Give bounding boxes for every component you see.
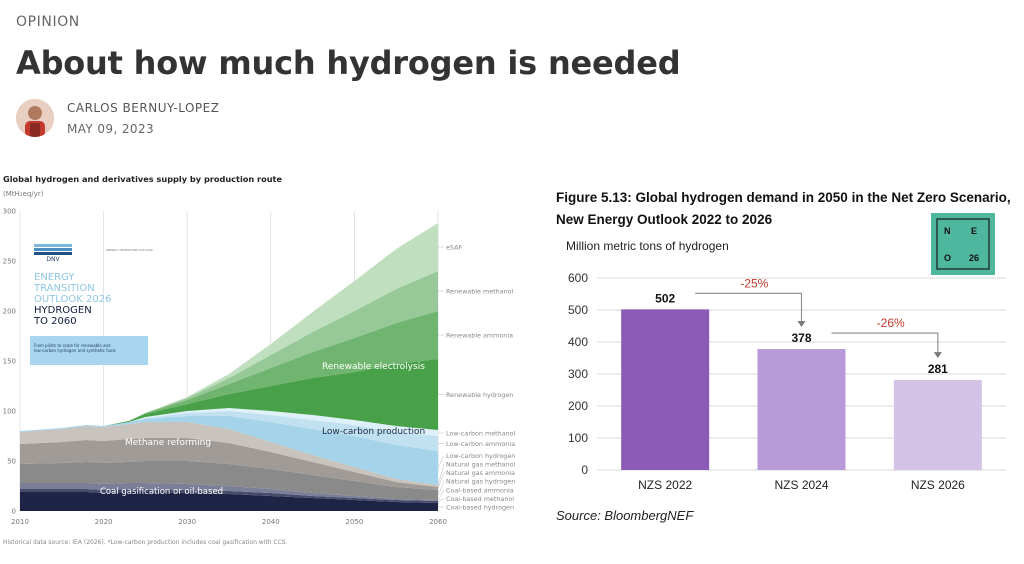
bnef-bar-nzs-2024 bbox=[757, 349, 846, 470]
dnv-area-natural-gas-methanol bbox=[20, 422, 438, 487]
author-name[interactable]: CARLOS BERNUY-LOPEZ bbox=[67, 101, 220, 115]
bnef-change-connector bbox=[695, 292, 803, 322]
dnv-y-tick-label: 150 bbox=[3, 358, 16, 366]
bnef-data-label: 502 bbox=[655, 291, 675, 305]
author-photo bbox=[16, 99, 54, 137]
bnef-change-connector bbox=[831, 332, 939, 353]
neo-badge-26: 26 bbox=[969, 253, 979, 263]
article-title: About how much hydrogen is needed bbox=[16, 44, 681, 82]
dnv-legend-leader bbox=[437, 472, 445, 489]
bnef-y-tick-label: 500 bbox=[568, 303, 588, 317]
bnef-y-axis-label: Million metric tons of hydrogen bbox=[566, 239, 729, 253]
dnv-cover-heading: ENERGY TRANSITION OUTLOOK 2026 HYDROGEN … bbox=[34, 272, 112, 327]
dnv-area-low-carbon-methanol bbox=[20, 408, 438, 436]
dnv-legend-label: Coal-based methanol bbox=[446, 495, 514, 503]
dnv-y-tick-label: 300 bbox=[3, 208, 16, 216]
bnef-x-tick-label: NZS 2026 bbox=[911, 478, 965, 492]
neo-badge-n: N bbox=[944, 226, 951, 236]
publish-date: MAY 09, 2023 bbox=[67, 122, 155, 136]
dnv-legend-label: Low-carbon methanol bbox=[446, 430, 516, 438]
dnv-area-natural-gas-hydrogen bbox=[20, 461, 438, 500]
avatar[interactable] bbox=[16, 99, 54, 137]
dnv-legend-label: eSAF bbox=[446, 244, 462, 252]
dnv-y-tick-label: 50 bbox=[7, 458, 16, 466]
dnv-legend-leader bbox=[437, 481, 445, 496]
bnef-bar-nzs-2022 bbox=[621, 309, 710, 470]
dnv-area-natural-gas-ammonia bbox=[20, 438, 438, 490]
dnv-y-tick-label: 250 bbox=[3, 258, 16, 266]
bnef-x-tick-label: NZS 2022 bbox=[638, 478, 692, 492]
dnv-x-tick-label: 2040 bbox=[262, 518, 280, 526]
dnv-area-coal-based-methanol bbox=[20, 489, 438, 503]
dnv-legend-label: Coal-based hydrogen bbox=[446, 504, 514, 512]
bnef-chart-title: Figure 5.13: Global hydrogen demand in 2… bbox=[556, 190, 1011, 227]
bnef-y-tick-label: 400 bbox=[568, 335, 588, 349]
bnef-change-label: -26% bbox=[877, 316, 905, 330]
dnv-legend-label: Natural gas ammonia bbox=[446, 469, 515, 477]
dnv-y-tick-label: 0 bbox=[12, 508, 16, 516]
bnef-data-label: 281 bbox=[928, 362, 948, 376]
dnv-legend-leader bbox=[437, 489, 445, 501]
dnv-annotation-coal: Coal gasification or oil-based bbox=[100, 487, 223, 497]
bnef-source: Source: BloombergNEF bbox=[556, 508, 694, 523]
dnv-x-tick-label: 2050 bbox=[345, 518, 363, 526]
dnv-area-low-carbon-ammonia bbox=[20, 411, 438, 451]
dnv-y-tick-label: 200 bbox=[3, 308, 16, 316]
bnef-x-tick-label: NZS 2024 bbox=[774, 478, 828, 492]
dnv-x-tick-label: 2010 bbox=[11, 518, 29, 526]
dnv-annotation-renewable: Renewable electrolysis bbox=[322, 362, 425, 372]
dnv-area-coal-based-ammonia bbox=[20, 483, 438, 501]
dnv-legend-leader bbox=[437, 455, 445, 469]
bnef-change-arrowhead bbox=[797, 321, 806, 328]
article-kicker: OPINION bbox=[16, 14, 80, 30]
bnef-y-tick-label: 0 bbox=[581, 463, 588, 477]
dnv-x-tick-label: 2020 bbox=[95, 518, 113, 526]
dnv-y-tick-label: 100 bbox=[3, 408, 16, 416]
dnv-legend-label: Natural gas methanol bbox=[446, 461, 516, 469]
dnv-legend-label: Renewable ammonia bbox=[446, 332, 513, 340]
neo-badge-o: O bbox=[944, 253, 951, 263]
dnv-legend-label: Coal-based ammonia bbox=[446, 486, 514, 494]
neo-badge-e: E bbox=[971, 226, 977, 236]
dnv-legend-label: Natural gas hydrogen bbox=[446, 478, 515, 486]
dnv-report-cover: DNV ENERGY TRANSITION OUTLOOK ENERGY TRA… bbox=[30, 242, 153, 367]
bnef-data-label: 378 bbox=[791, 331, 811, 345]
dnv-legend-leader bbox=[437, 463, 445, 487]
bnef-y-tick-label: 600 bbox=[568, 271, 588, 285]
dnv-logo: DNV bbox=[34, 244, 72, 263]
dnv-annotation-lowcarbon: Low-carbon production bbox=[322, 427, 425, 437]
dnv-cover-blurb: From pilots to scale for renewable and l… bbox=[30, 336, 148, 365]
dnv-legend-label: Renewable methanol bbox=[446, 288, 514, 296]
dnv-stacked-area-chart: 2010 2020 2030 2040 2050 2060 0 50 100 150 200 250 3… bbox=[3, 208, 516, 527]
bnef-y-tick-label: 100 bbox=[568, 431, 588, 445]
bnef-y-tick-label: 200 bbox=[568, 399, 588, 413]
dnv-legend-label: Low-carbon ammonia bbox=[446, 440, 515, 448]
dnv-annotation-methane: Methane reforming bbox=[125, 438, 211, 448]
dnv-area-coal-based-hydrogen bbox=[20, 492, 438, 511]
dnv-area-renewable-hydrogen bbox=[20, 359, 438, 431]
dnv-x-tick-label: 2060 bbox=[429, 518, 447, 526]
dnv-cover-small-text: ENERGY TRANSITION OUTLOOK bbox=[106, 248, 153, 252]
bnef-change-label: -25% bbox=[740, 276, 768, 290]
bnef-change-arrowhead bbox=[933, 352, 942, 359]
bnef-y-tick-label: 300 bbox=[568, 367, 588, 381]
bnef-bar-chart: Million metric tons of hydrogen 0 100 200 30… bbox=[566, 239, 1006, 492]
dnv-legend-label: Low-carbon hydrogen bbox=[446, 452, 515, 460]
dnv-y-unit: (MtH₂eq/yr) bbox=[3, 190, 44, 198]
neo-badge: N E O 26 bbox=[931, 213, 995, 275]
dnv-legend-leader bbox=[437, 498, 445, 503]
dnv-x-tick-label: 2030 bbox=[178, 518, 196, 526]
dnv-area-low-carbon-hydrogen bbox=[20, 416, 438, 485]
dnv-chart-title: Global hydrogen and derivatives supply b… bbox=[3, 174, 283, 184]
dnv-legend-label: Renewable hydrogen bbox=[446, 391, 513, 399]
bnef-bar-nzs-2026 bbox=[893, 380, 982, 470]
dnv-footnote: Historical data source: IEA (2026). *Low… bbox=[3, 539, 288, 546]
